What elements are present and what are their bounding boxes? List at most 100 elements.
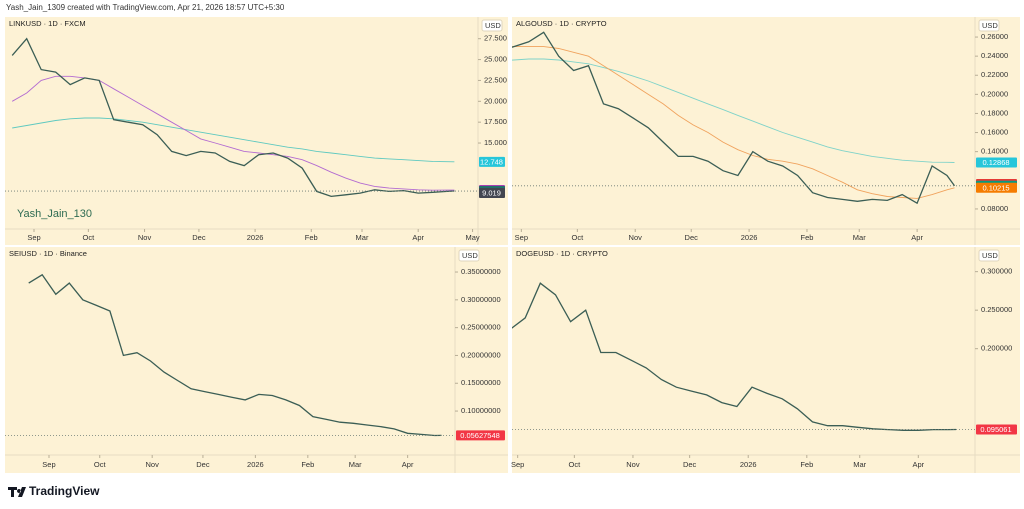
x-tick-label: Sep bbox=[511, 460, 524, 469]
y-tick-label: 0.08000 bbox=[981, 204, 1008, 213]
price-line bbox=[512, 31, 956, 205]
x-tick-label: Apr bbox=[402, 460, 414, 469]
panel-background bbox=[512, 17, 1020, 245]
price-label-box bbox=[456, 430, 505, 441]
x-tick-label: Mar bbox=[356, 233, 369, 242]
x-tick-label: Dec bbox=[192, 233, 206, 242]
y-tick-label: 0.15000000 bbox=[461, 378, 501, 387]
x-tick-label: 2026 bbox=[740, 460, 757, 469]
x-tick-label: 2026 bbox=[741, 233, 758, 242]
unit-label: USD bbox=[462, 251, 478, 260]
unit-box bbox=[978, 249, 1000, 262]
chart-panel: LINKUSD · 1D · FXCM USD 15.000 17.500 20.000… bbox=[5, 17, 508, 245]
price-label-box bbox=[976, 182, 1017, 193]
y-tick-label: 0.20000 bbox=[981, 89, 1008, 98]
price-label: 12.748 bbox=[480, 157, 503, 166]
panel-background bbox=[512, 247, 1020, 473]
x-tick-label: Mar bbox=[853, 460, 866, 469]
unit-label: USD bbox=[982, 251, 998, 260]
y-tick-label: 0.14000 bbox=[981, 147, 1008, 156]
x-tick-label: Dec bbox=[196, 460, 210, 469]
unit-box bbox=[481, 19, 503, 32]
x-tick-label: Oct bbox=[83, 233, 96, 242]
watermark: Yash_Jain_130 bbox=[17, 208, 92, 220]
y-tick-label: 0.10000000 bbox=[461, 406, 501, 415]
x-tick-label: Nov bbox=[629, 233, 643, 242]
x-tick-label: Nov bbox=[138, 233, 152, 242]
y-tick-label: 0.16000 bbox=[981, 128, 1008, 137]
moving-average bbox=[12, 117, 455, 163]
y-tick-label: 0.24000 bbox=[981, 51, 1008, 60]
y-tick-label: 0.22000 bbox=[981, 70, 1008, 79]
y-tick-label: 17.500 bbox=[484, 117, 507, 126]
price-line bbox=[512, 282, 957, 431]
y-tick-label: 0.250000 bbox=[981, 305, 1012, 314]
x-tick-label: 2026 bbox=[247, 460, 264, 469]
y-tick-label: 27.500 bbox=[484, 34, 507, 43]
x-tick-label: Apr bbox=[912, 460, 924, 469]
price-label: 0.05627548 bbox=[460, 431, 500, 440]
header: Yash_Jain_1309 created with TradingView.… bbox=[6, 3, 285, 12]
x-tick-label: Feb bbox=[301, 460, 314, 469]
x-tick-label: Oct bbox=[94, 460, 107, 469]
plot-area bbox=[512, 31, 975, 205]
chart-title: SEIUSD · 1D · Binance bbox=[9, 249, 87, 258]
x-tick-label: Sep bbox=[42, 460, 55, 469]
x-tick-label: Mar bbox=[853, 233, 866, 242]
y-tick-label: 0.25000000 bbox=[461, 323, 501, 332]
y-tick-label: 0.20000000 bbox=[461, 350, 501, 359]
x-tick-label: Dec bbox=[685, 233, 699, 242]
x-tick-label: Mar bbox=[349, 460, 362, 469]
panel-background bbox=[5, 247, 508, 473]
chart-panel: SEIUSD · 1D · Binance USD 0.10000000 0.1500… bbox=[5, 247, 508, 473]
chart-title: DOGEUSD · 1D · CRYPTO bbox=[516, 249, 608, 258]
x-tick-label: Dec bbox=[683, 460, 697, 469]
price-label-box bbox=[976, 157, 1017, 168]
moving-average bbox=[512, 46, 955, 199]
plot-area bbox=[5, 37, 478, 198]
y-tick-label: 0.26000 bbox=[981, 32, 1008, 41]
price-label-box bbox=[479, 187, 505, 198]
x-tick-label: Oct bbox=[569, 460, 582, 469]
y-tick-label: 0.300000 bbox=[981, 267, 1012, 276]
y-tick-label: 0.200000 bbox=[981, 344, 1012, 353]
x-tick-label: Feb bbox=[305, 233, 318, 242]
unit-box bbox=[458, 249, 480, 262]
y-tick-label: 0.18000 bbox=[981, 108, 1008, 117]
x-tick-label: Feb bbox=[801, 233, 814, 242]
chart-title: ALGOUSD · 1D · CRYPTO bbox=[516, 19, 607, 28]
y-tick-label: 0.30000000 bbox=[461, 295, 501, 304]
footer: TradingView bbox=[29, 484, 100, 498]
x-tick-label: Apr bbox=[412, 233, 424, 242]
price-label-box bbox=[479, 156, 505, 167]
x-tick-label: Oct bbox=[572, 233, 585, 242]
price-line bbox=[28, 273, 442, 437]
unit-label: USD bbox=[485, 21, 501, 30]
price-label-box bbox=[976, 424, 1017, 435]
plot-area bbox=[512, 282, 975, 431]
chart-panel: ALGOUSD · 1D · CRYPTO USD 0.08000 0.14000 0.… bbox=[512, 17, 1020, 245]
price-label: 0.12868 bbox=[982, 158, 1009, 167]
x-tick-label: Sep bbox=[27, 233, 40, 242]
x-tick-label: Apr bbox=[911, 233, 923, 242]
tradingview-logo: TradingView bbox=[8, 484, 100, 498]
x-tick-label: Feb bbox=[800, 460, 813, 469]
price-label: 9.019 bbox=[482, 188, 501, 197]
y-tick-label: 20.000 bbox=[484, 96, 507, 105]
unit-box bbox=[978, 19, 1000, 32]
price-label: 0.095061 bbox=[980, 425, 1011, 434]
moving-average bbox=[512, 58, 955, 163]
chart-panel: DOGEUSD · 1D · CRYPTO USD 0.200000 0.250000… bbox=[511, 247, 1020, 473]
y-tick-label: 22.500 bbox=[484, 75, 507, 84]
x-tick-label: Sep bbox=[515, 233, 528, 242]
y-tick-label: 15.000 bbox=[484, 138, 507, 147]
panel-background bbox=[5, 17, 508, 245]
x-tick-label: 2026 bbox=[247, 233, 264, 242]
x-tick-label: May bbox=[465, 233, 479, 242]
x-tick-label: Nov bbox=[626, 460, 640, 469]
plot-area bbox=[5, 273, 455, 437]
price-label: 0.10215 bbox=[982, 183, 1009, 192]
unit-label: USD bbox=[982, 21, 998, 30]
y-tick-label: 25.000 bbox=[484, 55, 507, 64]
